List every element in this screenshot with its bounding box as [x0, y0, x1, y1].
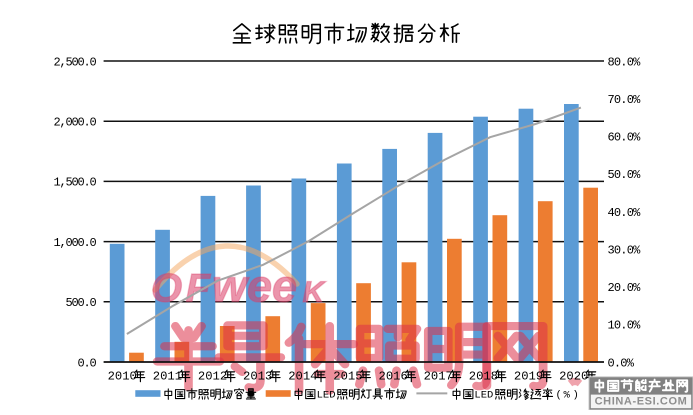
svg-text:10.0%: 10.0%: [608, 319, 642, 333]
svg-text:2012: 2012: [198, 370, 227, 384]
svg-text:CHINA-ESI.COM: CHINA-ESI.COM: [595, 396, 688, 408]
svg-text:80.0%: 80.0%: [608, 55, 642, 69]
svg-text:30.0%: 30.0%: [608, 243, 642, 257]
svg-text:2016: 2016: [379, 370, 408, 384]
svg-text:K: K: [303, 276, 327, 309]
svg-text:OF: OF: [151, 267, 214, 311]
svg-text:2011: 2011: [153, 370, 182, 384]
svg-text:0.0: 0.0: [77, 356, 96, 370]
svg-text:2020: 2020: [559, 370, 588, 384]
svg-text:60.0%: 60.0%: [608, 131, 642, 145]
svg-text:2019: 2019: [514, 370, 543, 384]
svg-text:0.0%: 0.0%: [608, 356, 635, 370]
svg-text:2017: 2017: [424, 370, 453, 384]
svg-text:500.0: 500.0: [65, 296, 96, 310]
svg-text:LED: LED: [474, 390, 493, 402]
svg-text:40.0%: 40.0%: [608, 206, 642, 220]
svg-text:20.0%: 20.0%: [608, 281, 642, 295]
svg-text:2010: 2010: [108, 370, 137, 384]
svg-text:2018: 2018: [469, 370, 498, 384]
svg-text:2,000.0: 2,000.0: [53, 116, 96, 130]
svg-text:1,500.0: 1,500.0: [53, 176, 96, 190]
svg-text:2015: 2015: [333, 370, 362, 384]
svg-text:50.0%: 50.0%: [608, 168, 642, 182]
svg-text:LED: LED: [317, 390, 336, 402]
svg-text:70.0%: 70.0%: [608, 93, 642, 107]
svg-text:1,000.0: 1,000.0: [53, 236, 96, 250]
svg-text:2013: 2013: [243, 370, 272, 384]
svg-text:(%): (%): [556, 390, 579, 402]
svg-text:2014: 2014: [288, 370, 317, 384]
svg-text:2,500.0: 2,500.0: [53, 55, 96, 69]
